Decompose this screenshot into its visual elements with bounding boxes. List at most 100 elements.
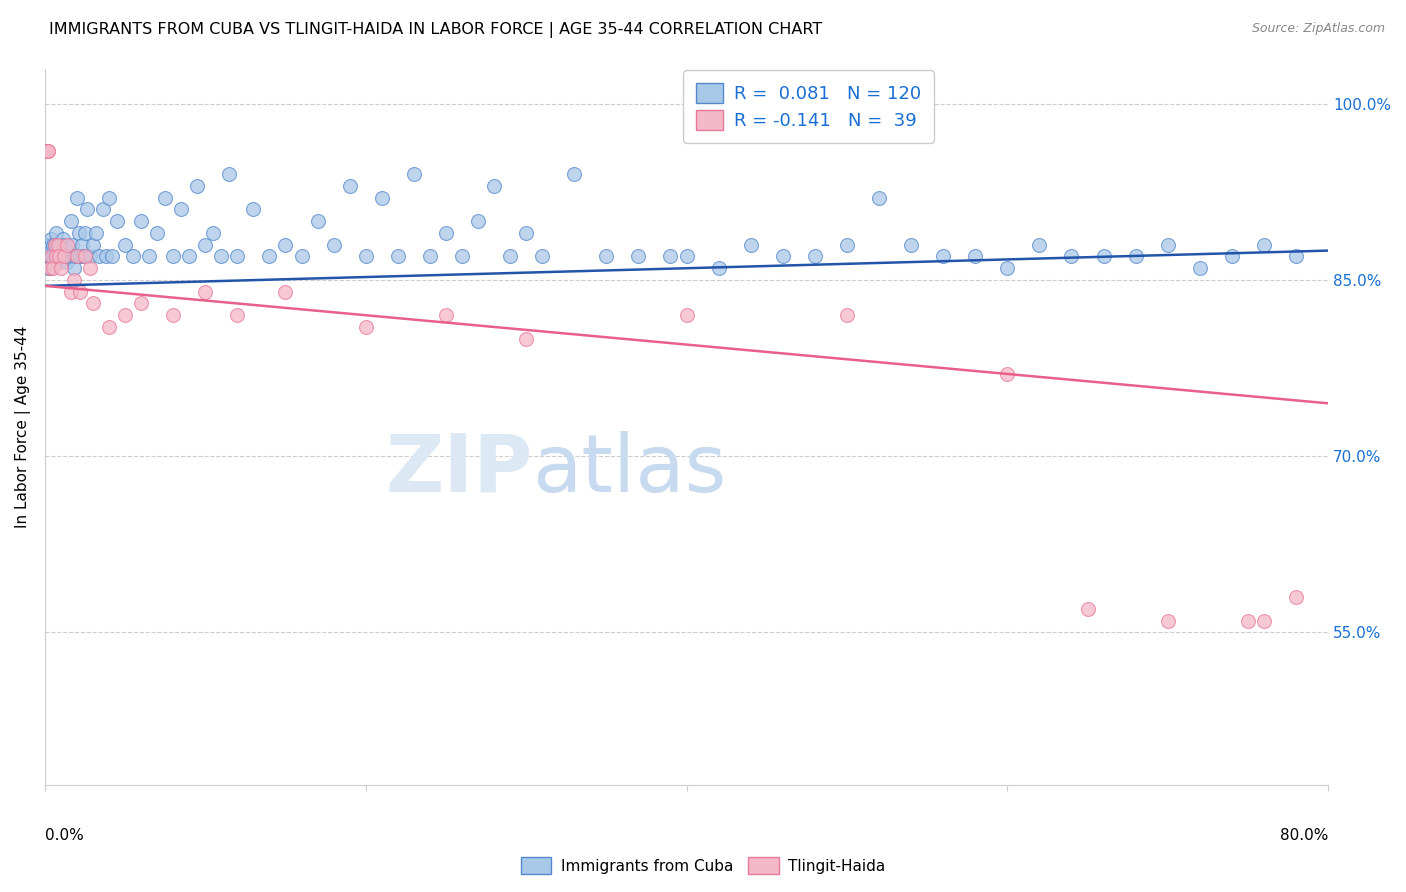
- Point: [307, 214, 329, 228]
- Point: [835, 308, 858, 322]
- Point: [55, 244, 77, 258]
- Point: [138, 250, 160, 264]
- Point: [56, 237, 79, 252]
- Point: [1188, 261, 1211, 276]
- Point: [59, 214, 82, 228]
- Point: [46, 237, 69, 252]
- Point: [48, 255, 70, 269]
- Point: [202, 226, 225, 240]
- Point: [226, 250, 249, 264]
- Point: [740, 237, 762, 252]
- Point: [170, 202, 193, 217]
- Text: Source: ZipAtlas.com: Source: ZipAtlas.com: [1251, 22, 1385, 36]
- Text: ZIP: ZIP: [385, 431, 533, 508]
- Point: [42, 250, 65, 264]
- Point: [62, 261, 84, 276]
- Point: [82, 296, 104, 310]
- Text: 80.0%: 80.0%: [1279, 828, 1329, 843]
- Point: [675, 250, 697, 264]
- Point: [62, 273, 84, 287]
- Point: [35, 237, 58, 252]
- Point: [98, 191, 121, 205]
- Point: [451, 250, 474, 264]
- Point: [98, 320, 121, 334]
- Point: [932, 250, 955, 264]
- Point: [209, 250, 232, 264]
- Point: [38, 261, 60, 276]
- Point: [595, 250, 617, 264]
- Point: [900, 237, 922, 252]
- Point: [39, 232, 62, 246]
- Point: [38, 261, 60, 276]
- Point: [37, 144, 59, 158]
- Point: [39, 244, 62, 258]
- Point: [1076, 602, 1098, 616]
- Point: [35, 144, 58, 158]
- Point: [965, 250, 987, 264]
- Point: [659, 250, 682, 264]
- Point: [1253, 237, 1275, 252]
- Point: [35, 144, 58, 158]
- Point: [707, 261, 730, 276]
- Point: [89, 250, 111, 264]
- Point: [1253, 614, 1275, 628]
- Point: [515, 226, 537, 240]
- Point: [45, 226, 67, 240]
- Point: [65, 250, 87, 264]
- Point: [402, 167, 425, 181]
- Text: 0.0%: 0.0%: [45, 828, 83, 843]
- Point: [42, 261, 65, 276]
- Point: [835, 237, 858, 252]
- Point: [194, 285, 217, 299]
- Point: [146, 226, 169, 240]
- Point: [44, 250, 66, 264]
- Point: [73, 250, 96, 264]
- Point: [48, 250, 70, 264]
- Point: [55, 250, 77, 264]
- Point: [242, 202, 264, 217]
- Point: [67, 226, 90, 240]
- Point: [82, 237, 104, 252]
- Point: [322, 237, 344, 252]
- Point: [122, 250, 145, 264]
- Point: [45, 250, 67, 264]
- Y-axis label: In Labor Force | Age 35-44: In Labor Force | Age 35-44: [15, 326, 31, 528]
- Point: [60, 237, 83, 252]
- Point: [46, 250, 69, 264]
- Point: [66, 191, 89, 205]
- Point: [153, 191, 176, 205]
- Point: [37, 261, 59, 276]
- Point: [49, 261, 72, 276]
- Point: [73, 226, 96, 240]
- Point: [1237, 614, 1260, 628]
- Point: [59, 285, 82, 299]
- Point: [218, 167, 240, 181]
- Point: [1060, 250, 1083, 264]
- Point: [105, 214, 128, 228]
- Point: [46, 237, 69, 252]
- Point: [53, 250, 76, 264]
- Point: [129, 214, 152, 228]
- Point: [387, 250, 409, 264]
- Point: [226, 308, 249, 322]
- Point: [1285, 590, 1308, 604]
- Point: [1220, 250, 1243, 264]
- Point: [868, 191, 890, 205]
- Point: [42, 250, 65, 264]
- Point: [53, 237, 76, 252]
- Point: [179, 250, 201, 264]
- Point: [1028, 237, 1050, 252]
- Point: [1157, 614, 1180, 628]
- Point: [562, 167, 585, 181]
- Point: [79, 250, 101, 264]
- Point: [45, 237, 67, 252]
- Point: [339, 179, 361, 194]
- Point: [354, 250, 377, 264]
- Point: [51, 232, 73, 246]
- Legend: Immigrants from Cuba, Tlingit-Haida: Immigrants from Cuba, Tlingit-Haida: [515, 851, 891, 880]
- Point: [531, 250, 554, 264]
- Point: [84, 226, 107, 240]
- Point: [162, 250, 184, 264]
- Point: [49, 250, 72, 264]
- Point: [772, 250, 794, 264]
